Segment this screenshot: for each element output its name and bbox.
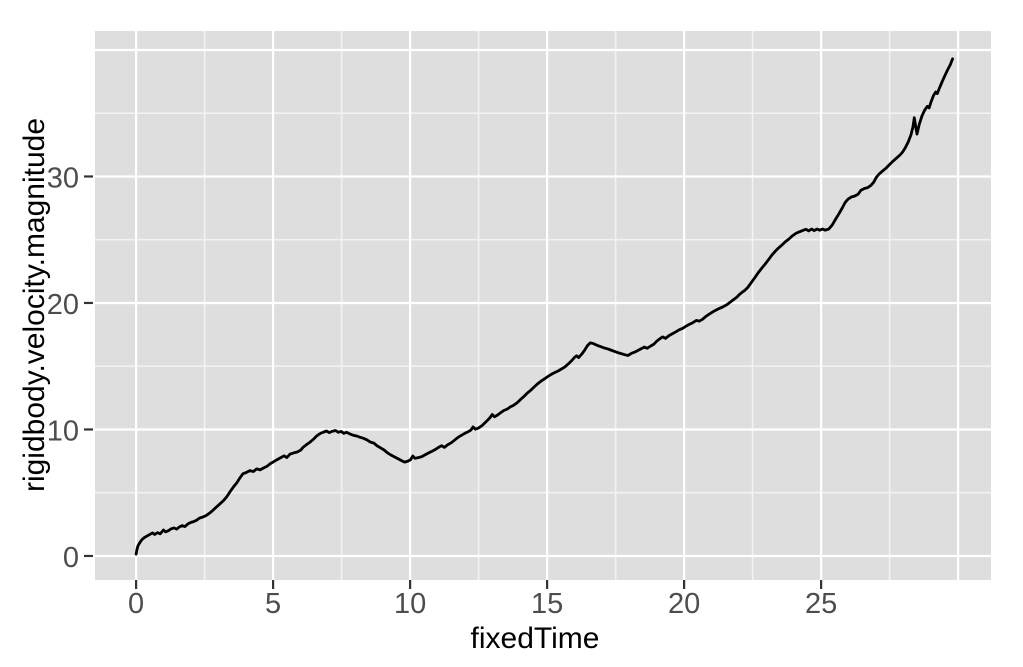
y-tick-label: 30 <box>47 162 79 194</box>
velocity-magnitude-line <box>134 57 954 556</box>
x-tick-label: 0 <box>128 588 144 620</box>
y-tick-label: 20 <box>47 289 79 321</box>
y-axis-tick-labels: 0 10 20 30 <box>47 162 79 573</box>
major-gridlines <box>95 31 991 580</box>
x-tick-label: 25 <box>805 588 837 620</box>
x-axis-title: fixedTime <box>471 622 600 655</box>
y-tick-label: 10 <box>47 415 79 447</box>
y-axis-title: rigidbody.velocity.magnitude <box>18 118 51 492</box>
minor-gridlines <box>95 31 991 580</box>
x-tick-label: 20 <box>668 588 700 620</box>
x-axis-tick-labels: 0 5 10 15 20 25 <box>128 588 837 620</box>
y-tick-label: 0 <box>63 542 79 574</box>
plot-panel <box>95 31 991 580</box>
x-tick-label: 5 <box>265 588 281 620</box>
x-tick-label: 15 <box>531 588 563 620</box>
axis-tick-marks <box>84 175 823 589</box>
x-tick-label: 10 <box>394 588 426 620</box>
